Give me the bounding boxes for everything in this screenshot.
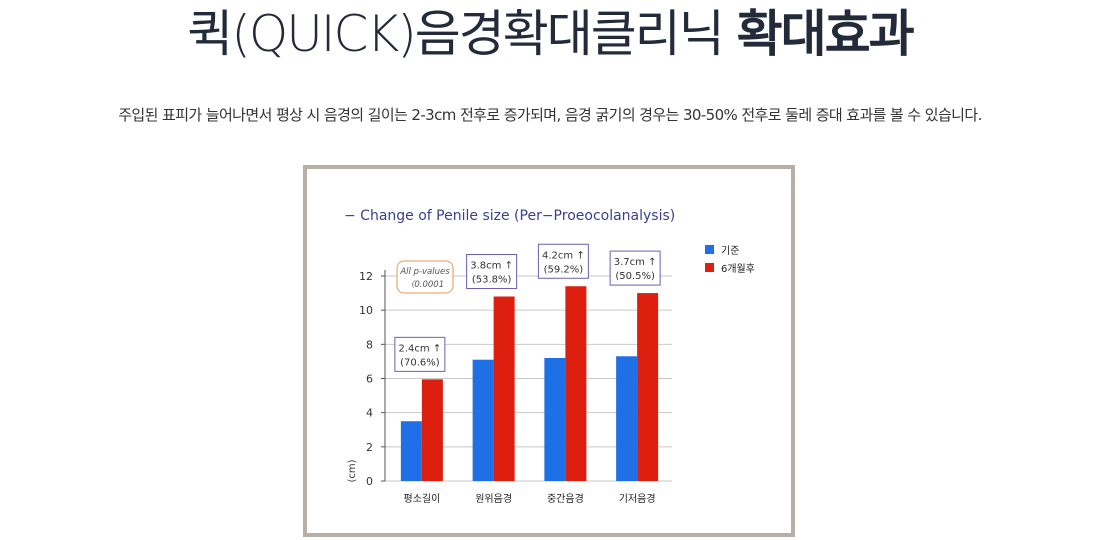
legend-label-6-months: 6개월후 [721, 263, 755, 275]
bar-6-months [421, 379, 443, 481]
page-title: 퀵(QUICK)음경확대클리닉 확대효과 [0, 0, 1100, 70]
bar-6-months [637, 293, 659, 481]
annotation-percent: (53.8%) [472, 275, 512, 286]
x-tick-label: 평소길이 [403, 492, 440, 505]
bar-6-months [565, 286, 587, 481]
bar-baseline [544, 358, 566, 481]
legend-swatch-baseline [705, 245, 714, 254]
bar-baseline [400, 421, 422, 481]
p-value-note-line1: All p-values [399, 267, 450, 277]
x-tick-label: 기저음경 [619, 492, 656, 505]
annotation-box [466, 254, 518, 289]
annotation-percent: (70.6%) [400, 357, 440, 368]
bar-baseline [472, 359, 494, 481]
x-tick-label: 원위음경 [475, 492, 512, 505]
y-axis-label: (cm) [347, 459, 358, 482]
y-tick-label: 12 [359, 270, 373, 283]
annotation-box [394, 336, 446, 372]
chart-title: − Change of Penile size (Per−Proeocolana… [344, 208, 675, 224]
bar-chart: − Change of Penile size (Per−Proeocolana… [344, 208, 755, 505]
legend-swatch-6-months [705, 263, 714, 272]
p-value-note-box [396, 260, 454, 294]
y-tick-label: 2 [366, 441, 373, 454]
y-tick-label: 10 [359, 304, 373, 317]
annotation-change: 4.2cm ↑ [542, 250, 585, 261]
bar-6-months [493, 296, 515, 481]
annotation-box [537, 243, 589, 279]
legend-label-baseline: 기준 [721, 245, 739, 257]
chart-frame: − Change of Penile size (Per−Proeocolana… [303, 165, 795, 537]
description-text: 주입된 표피가 늘어나면서 평상 시 음경의 길이는 2-3cm 전후로 증가되… [118, 106, 982, 124]
y-tick-label: 6 [366, 373, 373, 386]
y-tick-label: 4 [366, 407, 373, 420]
bar-baseline [616, 356, 638, 481]
annotation-change: 2.4cm ↑ [399, 343, 442, 354]
p-value-note-line2: 〈0.0001 [406, 279, 444, 290]
annotation-percent: (50.5%) [615, 271, 655, 282]
y-tick-label: 0 [366, 475, 373, 488]
annotation-change: 3.7cm ↑ [614, 257, 657, 268]
y-tick-label: 8 [366, 338, 373, 351]
x-tick-label: 중간음경 [547, 492, 584, 505]
page-title-main: 퀵(QUICK)음경확대클리닉 [187, 5, 724, 63]
page-title-bold: 확대효과 [736, 5, 915, 63]
annotation-change: 3.8cm ↑ [470, 261, 513, 272]
annotation-percent: (59.2%) [544, 264, 584, 275]
annotation-box [609, 250, 661, 286]
